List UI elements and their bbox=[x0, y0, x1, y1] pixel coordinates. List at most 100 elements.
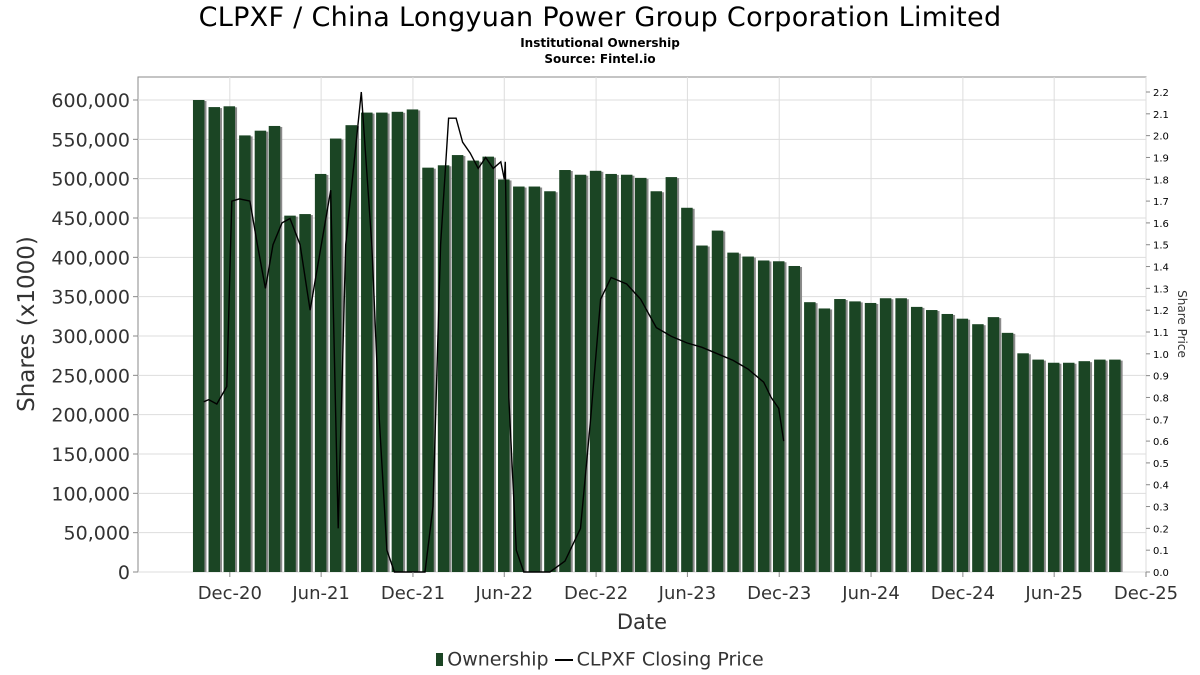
y-tick-label: 350,000 bbox=[51, 287, 130, 309]
y-tick-label: 550,000 bbox=[51, 129, 130, 151]
x-tick-label: Dec-25 bbox=[1114, 583, 1178, 604]
y2-tick-label: 2.0 bbox=[1153, 132, 1169, 143]
bar bbox=[711, 230, 724, 572]
bar bbox=[223, 106, 236, 572]
bar bbox=[772, 261, 785, 572]
bar bbox=[589, 170, 602, 573]
bar bbox=[788, 265, 801, 572]
bar bbox=[941, 313, 954, 572]
bar bbox=[192, 100, 205, 572]
bar bbox=[665, 177, 678, 573]
y2-tick-label: 1.8 bbox=[1153, 175, 1169, 186]
y-tick-label: 150,000 bbox=[51, 444, 130, 466]
x-axis-label: Date bbox=[617, 610, 667, 634]
y2-tick-label: 0.3 bbox=[1153, 503, 1169, 514]
legend-ownership-label: Ownership bbox=[447, 648, 549, 671]
bar bbox=[757, 260, 770, 572]
bar bbox=[804, 302, 816, 572]
bar bbox=[544, 191, 556, 572]
bar bbox=[1078, 361, 1091, 572]
x-tick-label: Dec-20 bbox=[198, 583, 262, 604]
bar bbox=[987, 317, 1000, 572]
y2-tick-label: 2.1 bbox=[1153, 110, 1169, 121]
y2-tick-label: 0.7 bbox=[1153, 415, 1169, 426]
bar bbox=[849, 301, 861, 572]
legend: Ownership CLPXF Closing Price bbox=[0, 648, 1200, 671]
bar bbox=[299, 214, 311, 573]
legend-ownership-swatch bbox=[436, 653, 444, 666]
bar bbox=[391, 111, 404, 573]
y-tick-label: 400,000 bbox=[51, 247, 130, 269]
y-tick-label: 0 bbox=[118, 562, 130, 584]
y-tick-label: 450,000 bbox=[51, 208, 130, 230]
x-tick-label: Dec-24 bbox=[931, 583, 995, 604]
y-tick-label: 250,000 bbox=[51, 365, 130, 387]
y-tick-label: 200,000 bbox=[51, 405, 130, 427]
x-tick-label: Dec-23 bbox=[747, 583, 811, 604]
bar bbox=[451, 155, 464, 573]
y2-tick-label: 0.4 bbox=[1153, 481, 1169, 492]
bar bbox=[956, 318, 969, 572]
y2-tick-label: 1.9 bbox=[1153, 153, 1169, 164]
bar bbox=[681, 207, 693, 573]
x-axis: Dec-20 Jun-21 Dec-21 Jun-22 Dec-22 Jun-23 Dec-… bbox=[198, 572, 1178, 604]
bar bbox=[528, 186, 541, 573]
bar bbox=[1017, 353, 1029, 572]
bar bbox=[1094, 359, 1106, 572]
y2-tick-label: 1.7 bbox=[1153, 197, 1169, 208]
price-line bbox=[203, 91, 785, 573]
bar bbox=[864, 302, 877, 572]
bar bbox=[727, 252, 739, 572]
bar bbox=[345, 125, 357, 572]
bar bbox=[361, 112, 373, 572]
bar bbox=[926, 310, 938, 572]
bar bbox=[406, 109, 419, 572]
chart-title: CLPXF / China Longyuan Power Group Corpo… bbox=[198, 2, 1002, 33]
y-axis: 0 50,000 100,000 150,000 200,000 250,000 300,0… bbox=[51, 90, 138, 584]
bar bbox=[1032, 359, 1044, 572]
y-tick-label: 300,000 bbox=[51, 326, 130, 348]
y2-tick-label: 0.1 bbox=[1153, 546, 1169, 557]
bar bbox=[634, 177, 647, 572]
bar bbox=[696, 245, 708, 573]
y2-tick-label: 1.2 bbox=[1153, 306, 1169, 317]
y2-tick-label: 0.0 bbox=[1153, 568, 1169, 579]
bar bbox=[467, 160, 479, 572]
legend-price-label: CLPXF Closing Price bbox=[576, 648, 764, 671]
x-tick-label: Jun-21 bbox=[291, 583, 350, 604]
y2-tick-label: 1.5 bbox=[1153, 241, 1169, 252]
y-tick-label: 100,000 bbox=[51, 483, 130, 505]
bar bbox=[208, 107, 221, 572]
bar bbox=[910, 306, 923, 572]
bar bbox=[314, 173, 327, 573]
bar bbox=[254, 130, 267, 572]
bar bbox=[895, 298, 907, 572]
ownership-chart: 0 50,000 100,000 150,000 200,000 250,000 300,0… bbox=[14, 76, 1189, 634]
bar bbox=[620, 174, 633, 572]
y2-tick-label: 2.2 bbox=[1153, 88, 1169, 99]
bar bbox=[482, 156, 494, 572]
bar bbox=[329, 138, 342, 572]
bar bbox=[376, 112, 388, 572]
bar bbox=[605, 173, 617, 573]
y2-tick-label: 1.6 bbox=[1153, 219, 1169, 230]
bar bbox=[239, 135, 251, 572]
bar bbox=[574, 174, 587, 572]
x-tick-label: Jun-24 bbox=[841, 583, 900, 604]
y2-tick-label: 1.1 bbox=[1153, 328, 1169, 339]
y2-tick-label: 0.9 bbox=[1153, 372, 1169, 383]
bar bbox=[972, 324, 984, 572]
y-tick-label: 50,000 bbox=[64, 523, 130, 545]
bar bbox=[742, 256, 754, 572]
y2-tick-label: 0.5 bbox=[1153, 459, 1169, 470]
y-tick-label: 500,000 bbox=[51, 169, 130, 191]
bar bbox=[1062, 362, 1075, 572]
y2-tick-label: 1.3 bbox=[1153, 284, 1169, 295]
x-tick-label: Jun-23 bbox=[658, 583, 717, 604]
chart-subtitle: Institutional Ownership bbox=[520, 36, 680, 50]
y2-tick-label: 0.6 bbox=[1153, 437, 1169, 448]
y-tick-label: 600,000 bbox=[51, 90, 130, 112]
legend-price-swatch bbox=[554, 658, 573, 661]
bar bbox=[559, 170, 571, 572]
bar bbox=[437, 165, 450, 572]
